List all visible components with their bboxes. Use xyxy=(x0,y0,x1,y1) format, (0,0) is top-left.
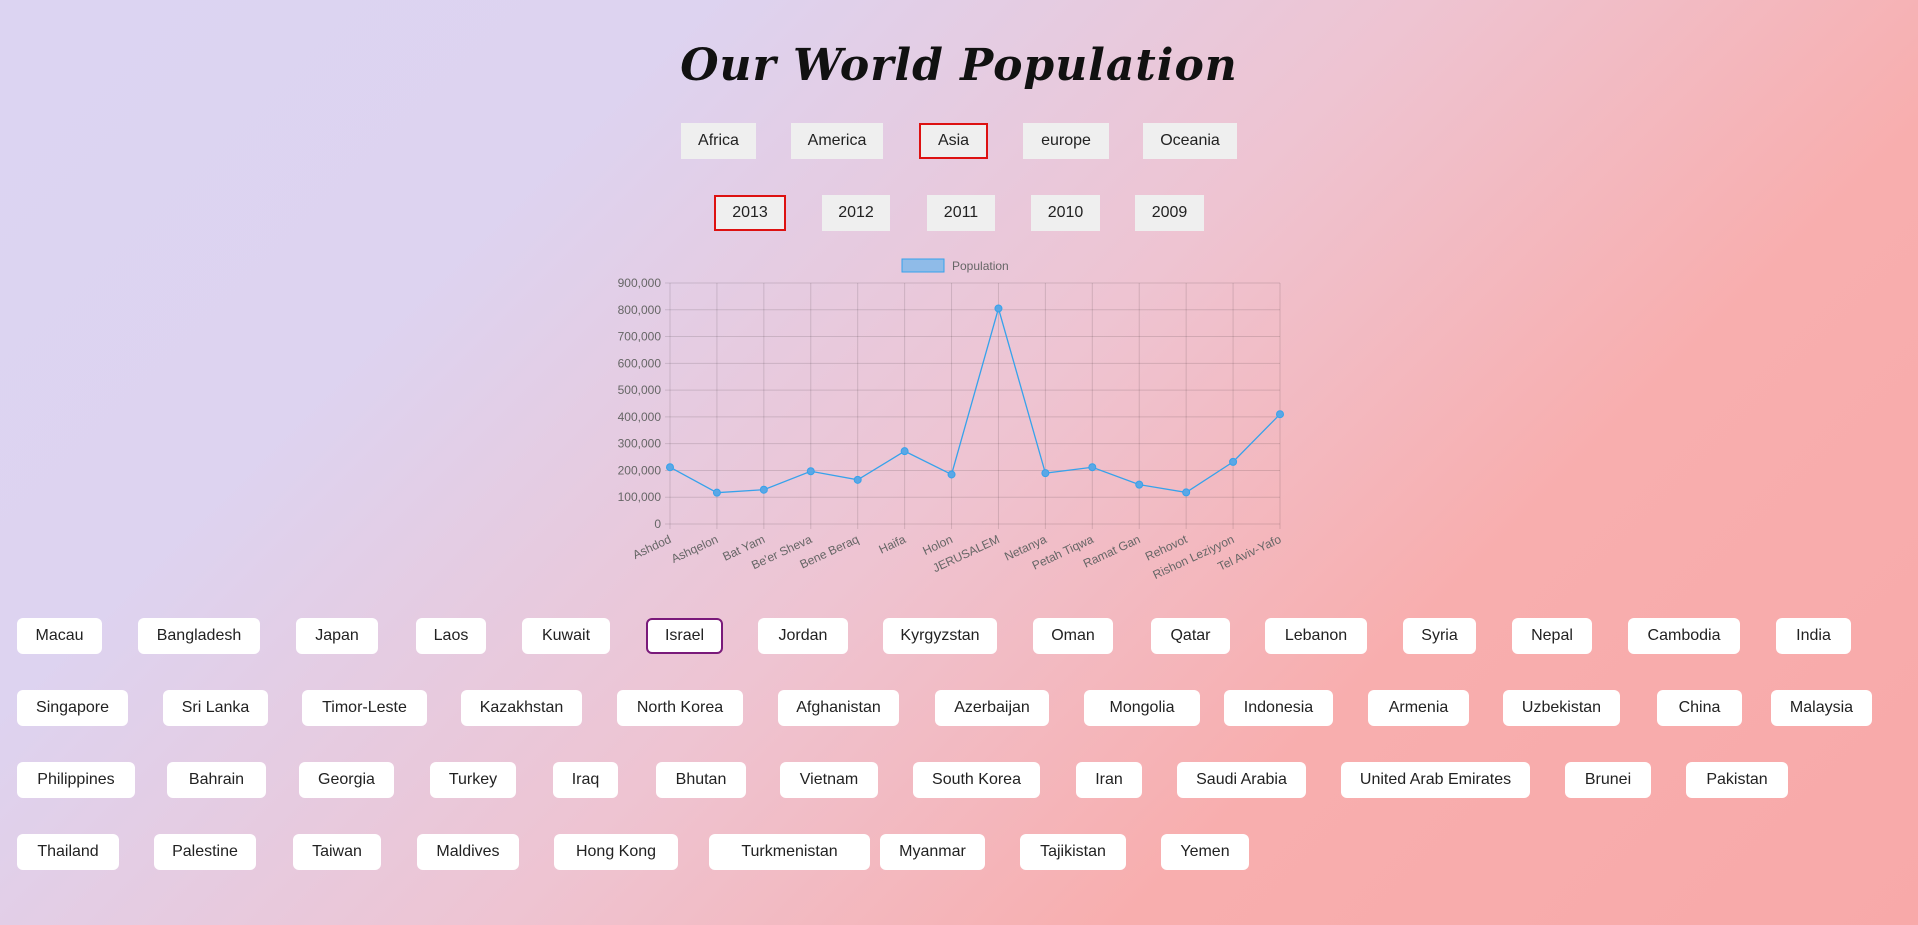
y-tick-label: 100,000 xyxy=(618,490,662,504)
data-point-petah-tiqwa xyxy=(1088,463,1097,472)
y-tick-label: 900,000 xyxy=(618,276,662,290)
y-tick-label: 400,000 xyxy=(618,410,662,424)
year-2013-button[interactable]: 2013 xyxy=(714,195,786,231)
year-2009-button[interactable]: 2009 xyxy=(1135,195,1204,231)
country-united-arab-emirates-button[interactable]: United Arab Emirates xyxy=(1341,762,1530,798)
country-syria-button[interactable]: Syria xyxy=(1403,618,1476,654)
y-tick-label: 0 xyxy=(654,517,661,531)
country-vietnam-button[interactable]: Vietnam xyxy=(780,762,878,798)
data-point-haifa xyxy=(900,447,909,456)
country-kuwait-button[interactable]: Kuwait xyxy=(522,618,610,654)
country-north-korea-button[interactable]: North Korea xyxy=(617,690,743,726)
y-tick-label: 300,000 xyxy=(618,437,662,451)
country-thailand-button[interactable]: Thailand xyxy=(17,834,119,870)
country-oman-button[interactable]: Oman xyxy=(1033,618,1113,654)
country-yemen-button[interactable]: Yemen xyxy=(1161,834,1249,870)
country-kyrgyzstan-button[interactable]: Kyrgyzstan xyxy=(883,618,997,654)
country-china-button[interactable]: China xyxy=(1657,690,1742,726)
continent-oceania-button[interactable]: Oceania xyxy=(1143,123,1237,159)
country-brunei-button[interactable]: Brunei xyxy=(1565,762,1651,798)
country-iran-button[interactable]: Iran xyxy=(1076,762,1142,798)
country-turkey-button[interactable]: Turkey xyxy=(430,762,516,798)
page-title: Our World Population xyxy=(680,40,1238,91)
country-saudi-arabia-button[interactable]: Saudi Arabia xyxy=(1177,762,1306,798)
x-tick-label: Haifa xyxy=(877,532,909,557)
continent-america-button[interactable]: America xyxy=(791,123,883,159)
y-tick-label: 200,000 xyxy=(618,463,662,477)
country-jordan-button[interactable]: Jordan xyxy=(758,618,848,654)
data-point-ramat-gan xyxy=(1135,480,1144,489)
country-malaysia-button[interactable]: Malaysia xyxy=(1771,690,1872,726)
country-bangladesh-button[interactable]: Bangladesh xyxy=(138,618,260,654)
country-iraq-button[interactable]: Iraq xyxy=(553,762,618,798)
series-line-population xyxy=(669,306,1281,494)
country-lebanon-button[interactable]: Lebanon xyxy=(1265,618,1367,654)
country-uzbekistan-button[interactable]: Uzbekistan xyxy=(1503,690,1620,726)
country-philippines-button[interactable]: Philippines xyxy=(17,762,135,798)
country-palestine-button[interactable]: Palestine xyxy=(154,834,256,870)
continent-asia-button[interactable]: Asia xyxy=(919,123,988,159)
data-point-netanya xyxy=(1041,469,1050,478)
country-kazakhstan-button[interactable]: Kazakhstan xyxy=(461,690,582,726)
y-tick-label: 700,000 xyxy=(618,330,662,344)
country-pakistan-button[interactable]: Pakistan xyxy=(1686,762,1788,798)
country-laos-button[interactable]: Laos xyxy=(416,618,486,654)
country-japan-button[interactable]: Japan xyxy=(296,618,378,654)
country-nepal-button[interactable]: Nepal xyxy=(1512,618,1592,654)
country-macau-button[interactable]: Macau xyxy=(17,618,102,654)
country-singapore-button[interactable]: Singapore xyxy=(17,690,128,726)
country-indonesia-button[interactable]: Indonesia xyxy=(1224,690,1333,726)
year-2011-button[interactable]: 2011 xyxy=(927,195,995,231)
country-tajikistan-button[interactable]: Tajikistan xyxy=(1020,834,1126,870)
country-afghanistan-button[interactable]: Afghanistan xyxy=(778,690,899,726)
data-point-bat-yam xyxy=(759,485,768,494)
country-hong-kong-button[interactable]: Hong Kong xyxy=(554,834,678,870)
data-point-ashdod xyxy=(666,463,674,472)
country-sri-lanka-button[interactable]: Sri Lanka xyxy=(163,690,268,726)
x-tick-label: Ashqelon xyxy=(669,532,720,566)
country-azerbaijan-button[interactable]: Azerbaijan xyxy=(935,690,1049,726)
country-timor-leste-button[interactable]: Timor-Leste xyxy=(302,690,427,726)
data-point-holon xyxy=(947,470,956,479)
y-tick-label: 800,000 xyxy=(618,303,662,317)
x-tick-label: Ashdod xyxy=(630,532,673,562)
country-turkmenistan-button[interactable]: Turkmenistan xyxy=(709,834,870,870)
country-bhutan-button[interactable]: Bhutan xyxy=(656,762,746,798)
data-point-ashqelon xyxy=(712,488,721,497)
country-india-button[interactable]: India xyxy=(1776,618,1851,654)
y-tick-label: 600,000 xyxy=(618,356,662,370)
country-georgia-button[interactable]: Georgia xyxy=(299,762,394,798)
continent-europe-button[interactable]: europe xyxy=(1023,123,1109,159)
data-point-rishon-leziyyon xyxy=(1229,457,1238,466)
data-point-tel-aviv-yafo xyxy=(1276,410,1284,419)
legend-swatch xyxy=(901,258,945,273)
country-israel-button[interactable]: Israel xyxy=(646,618,723,654)
data-point-be-er-sheva xyxy=(806,467,815,476)
country-armenia-button[interactable]: Armenia xyxy=(1368,690,1469,726)
country-maldives-button[interactable]: Maldives xyxy=(417,834,519,870)
country-cambodia-button[interactable]: Cambodia xyxy=(1628,618,1740,654)
country-mongolia-button[interactable]: Mongolia xyxy=(1084,690,1200,726)
y-tick-label: 500,000 xyxy=(618,383,662,397)
data-point-bene-beraq xyxy=(853,475,862,484)
data-point-jerusalem xyxy=(994,304,1003,313)
population-line-chart: Population 0 100,000 200,000 300,000 400,000 5… xyxy=(618,258,1284,582)
country-south-korea-button[interactable]: South Korea xyxy=(913,762,1040,798)
legend-label: Population xyxy=(952,259,1009,273)
country-myanmar-button[interactable]: Myanmar xyxy=(880,834,985,870)
year-2012-button[interactable]: 2012 xyxy=(822,195,890,231)
year-2010-button[interactable]: 2010 xyxy=(1031,195,1100,231)
country-qatar-button[interactable]: Qatar xyxy=(1151,618,1230,654)
data-point-rehovot xyxy=(1182,488,1191,497)
country-taiwan-button[interactable]: Taiwan xyxy=(293,834,381,870)
country-bahrain-button[interactable]: Bahrain xyxy=(167,762,266,798)
continent-africa-button[interactable]: Africa xyxy=(681,123,756,159)
